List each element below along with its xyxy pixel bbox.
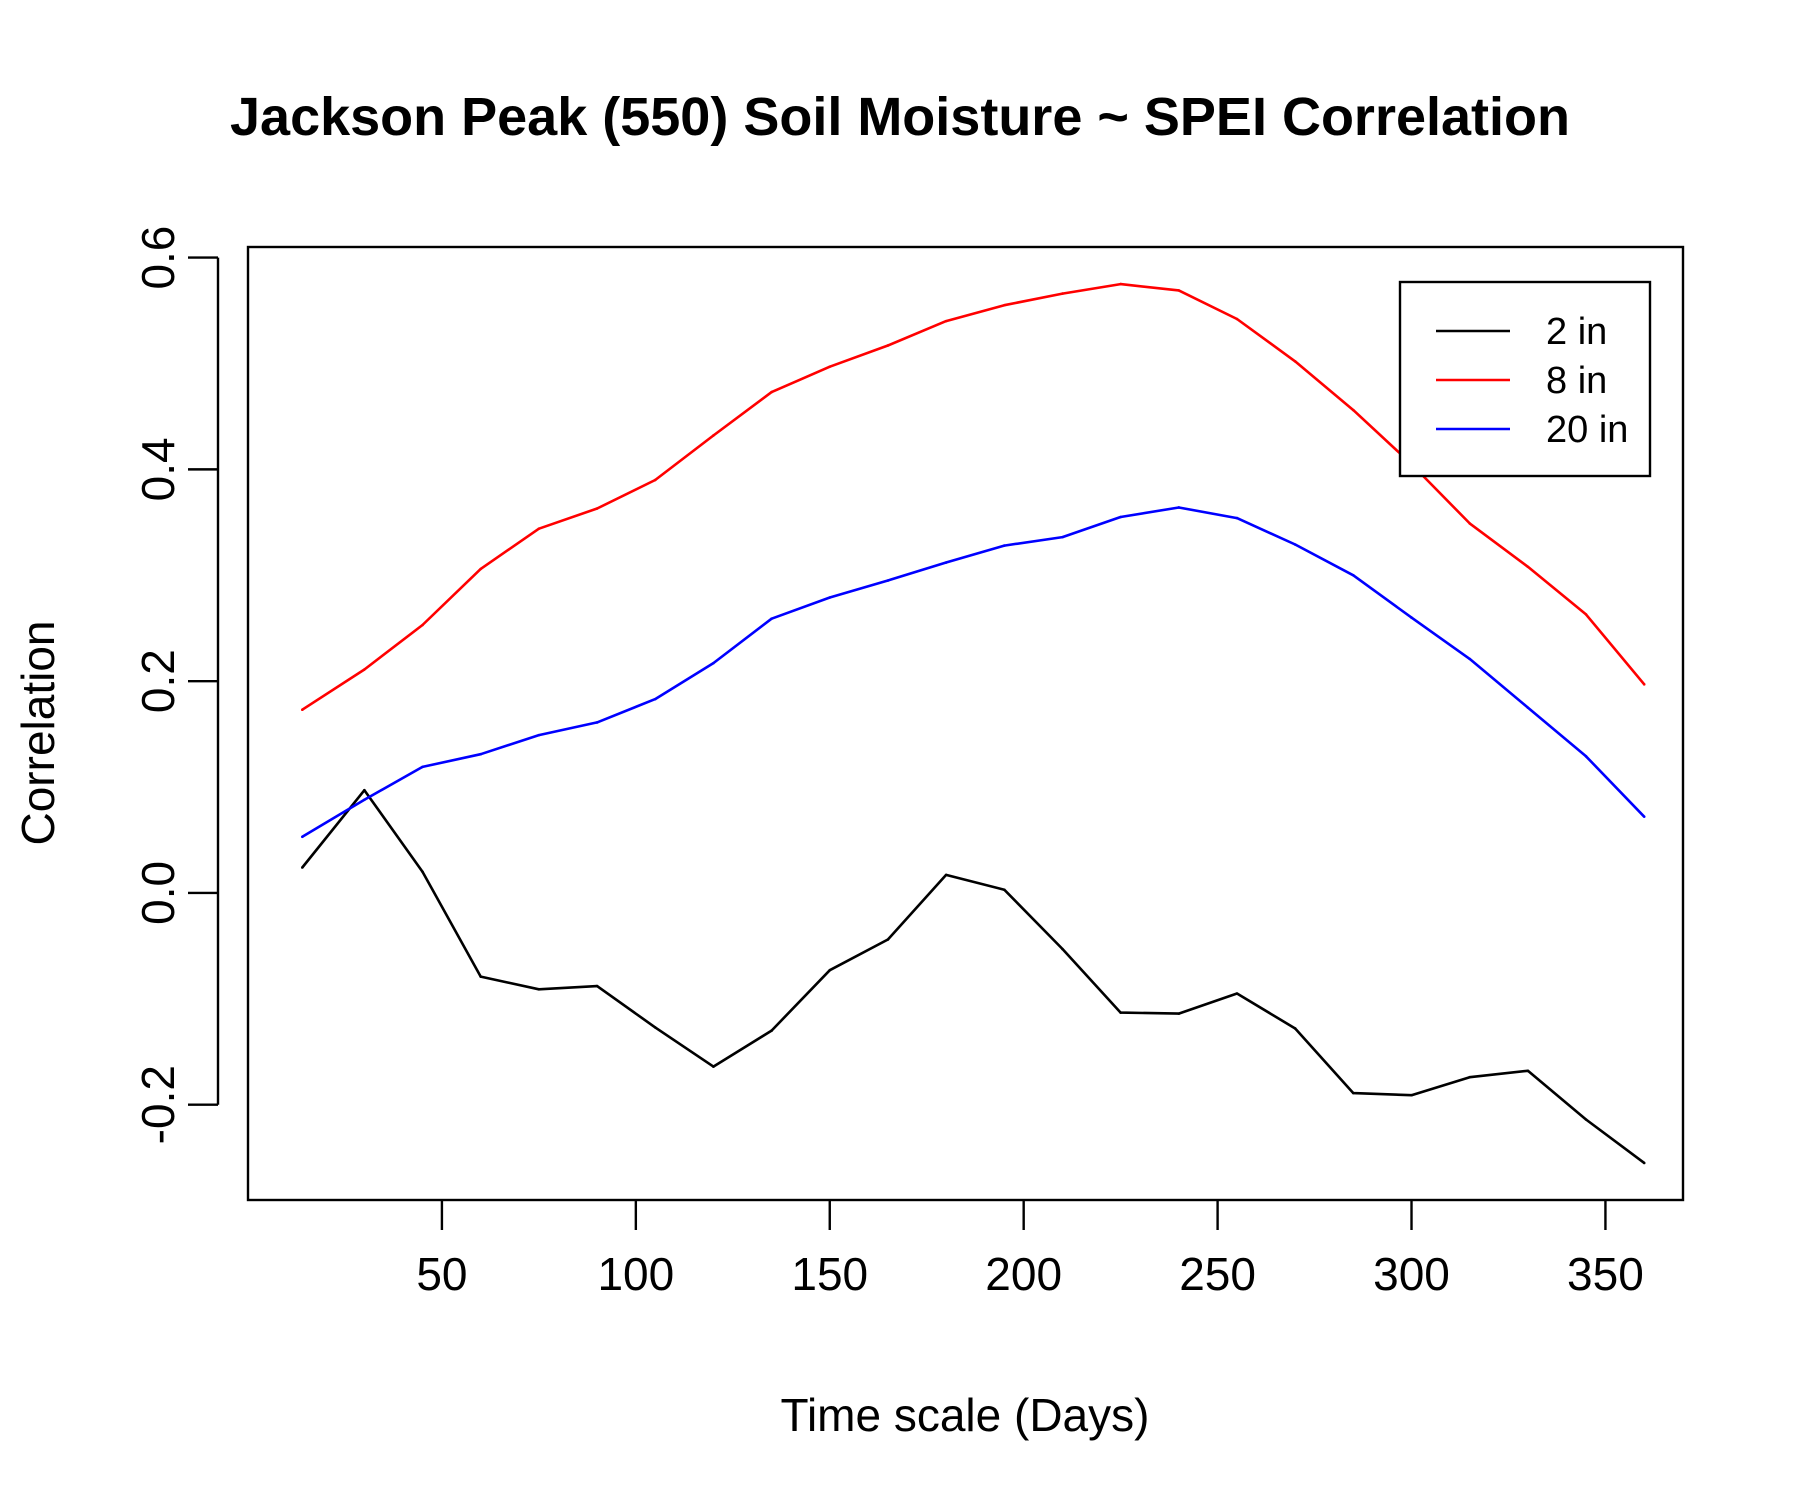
x-tick-label: 50 (416, 1248, 467, 1300)
series-line-20-in (301, 506, 1646, 838)
data-point (944, 561, 948, 564)
data-point (1061, 947, 1064, 951)
data-point (1468, 657, 1471, 661)
x-axis-label: Time scale (Days) (780, 1389, 1150, 1441)
x-tick-label: 350 (1567, 1248, 1644, 1300)
data-point (1293, 360, 1297, 363)
data-point (595, 507, 599, 510)
data-point (886, 938, 890, 941)
data-point (1177, 506, 1181, 509)
chart-title: Jackson Peak (550) Soil Moisture ~ SPEI … (230, 87, 1570, 147)
data-point (1642, 815, 1646, 818)
data-point (479, 975, 483, 978)
x-tick-label: 150 (791, 1248, 868, 1300)
data-point (421, 765, 424, 769)
legend-label: 20 in (1546, 409, 1628, 451)
data-point (300, 866, 304, 869)
data-point (1002, 544, 1006, 547)
data-point (1468, 522, 1471, 525)
x-tick-label: 250 (1179, 1248, 1256, 1300)
data-point (770, 390, 773, 394)
data-point (1061, 292, 1064, 295)
y-tick-label: 0.2 (132, 649, 184, 713)
data-point (828, 968, 832, 972)
data-point (421, 870, 424, 874)
legend-label: 8 in (1546, 360, 1607, 402)
data-point (712, 434, 715, 437)
data-point (1352, 1091, 1355, 1095)
y-tick-label: 0.6 (132, 226, 184, 290)
y-tick-label: 0.4 (132, 437, 184, 501)
data-point (653, 1026, 657, 1029)
y-tick-label: -0.2 (132, 1065, 184, 1144)
data-point (1119, 1011, 1122, 1014)
data-point (479, 567, 483, 571)
data-point (595, 984, 599, 988)
data-point (1177, 1012, 1181, 1015)
x-tick-label: 100 (597, 1248, 674, 1300)
data-point (1061, 535, 1064, 539)
data-point (595, 721, 599, 724)
data-point (421, 623, 424, 627)
data-point (1119, 515, 1122, 519)
data-point (1584, 755, 1588, 758)
data-point (1235, 992, 1239, 995)
data-point (1002, 303, 1006, 307)
series-line-2-in (301, 788, 1645, 1164)
data-point (1235, 516, 1239, 520)
data-point (1177, 289, 1181, 292)
data-point (653, 697, 657, 701)
data-point (300, 835, 304, 839)
data-point (1119, 282, 1122, 286)
data-point (1642, 683, 1646, 686)
data-point (653, 478, 657, 482)
data-point (1352, 408, 1355, 412)
data-point (1235, 317, 1239, 321)
y-axis-label: Correlation (12, 620, 64, 846)
data-point (1526, 565, 1530, 569)
y-tick-label: 0.0 (132, 861, 184, 925)
legend-label: 2 in (1546, 311, 1607, 353)
data-point (1526, 706, 1530, 709)
x-tick-label: 300 (1373, 1248, 1450, 1300)
data-point (1002, 888, 1006, 892)
data-point (479, 752, 483, 756)
data-point (770, 617, 773, 620)
data-point (300, 708, 304, 712)
x-tick-label: 200 (985, 1248, 1062, 1300)
data-point (712, 1065, 715, 1068)
data-point (363, 668, 366, 671)
data-point (1468, 1075, 1471, 1079)
data-point (828, 596, 832, 599)
data-point (944, 873, 948, 877)
data-point (886, 579, 890, 582)
data-point (363, 788, 366, 792)
data-point (1352, 573, 1355, 577)
data-point (1293, 543, 1297, 546)
data-point (1642, 1161, 1646, 1165)
data-point (537, 987, 541, 991)
data-point (1410, 1093, 1413, 1097)
data-point (1293, 1027, 1297, 1030)
data-point (712, 661, 715, 665)
data-point (828, 365, 832, 368)
data-point (537, 733, 541, 737)
data-point (770, 1029, 773, 1032)
data-point (944, 319, 948, 323)
data-point (363, 798, 366, 802)
data-point (886, 344, 890, 347)
data-point (1584, 1118, 1588, 1121)
data-point (1526, 1069, 1530, 1073)
plot-frame (246, 245, 1685, 1202)
data-point (1410, 616, 1413, 619)
data-point (537, 527, 541, 530)
data-point (1584, 613, 1588, 616)
